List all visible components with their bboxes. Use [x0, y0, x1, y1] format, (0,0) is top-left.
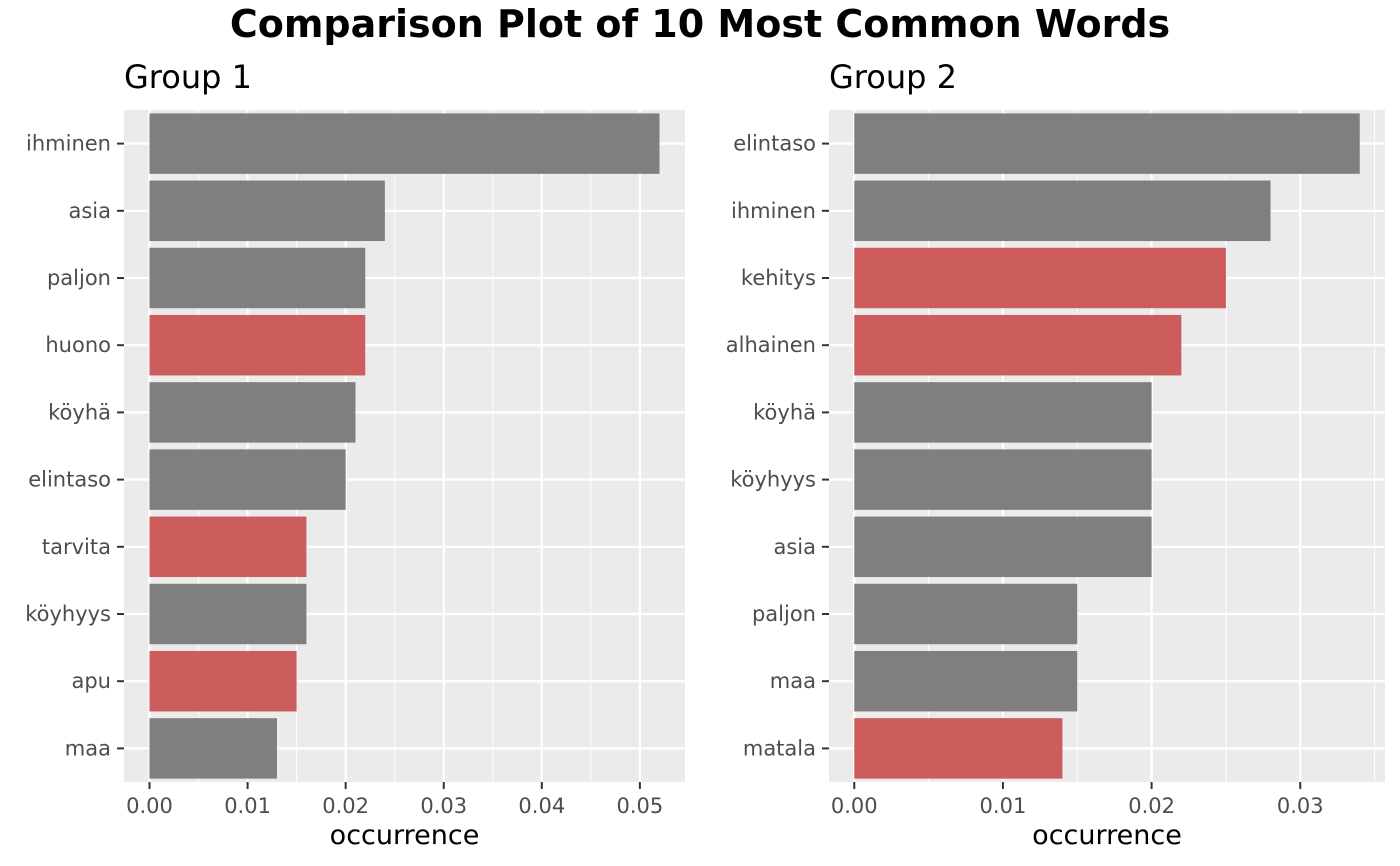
y-tick-label: asia	[773, 535, 816, 559]
y-tick-label: apu	[71, 669, 111, 693]
y-tick-label: köyhyys	[730, 468, 816, 492]
bar-köyhyys	[149, 583, 307, 645]
y-tick-label: huono	[45, 333, 111, 357]
y-tick-label: matala	[743, 736, 816, 760]
x-axis-title: occurrence	[330, 820, 480, 851]
bar-apu	[149, 650, 297, 712]
y-tick-label: paljon	[47, 266, 111, 290]
bar-huono	[149, 314, 366, 376]
y-tick-label: paljon	[752, 602, 816, 626]
panel-title: Group 1	[124, 58, 252, 96]
x-tick-label: 0.03	[420, 794, 467, 818]
y-tick-label: köyhyys	[25, 602, 111, 626]
bar-elintaso	[854, 113, 1360, 174]
y-tick-label: maa	[65, 736, 111, 760]
y-tick-label: alhainen	[726, 333, 816, 357]
bar-ihminen	[854, 180, 1271, 242]
y-tick-label: asia	[68, 199, 111, 223]
bar-alhainen	[854, 314, 1182, 376]
bar-asia	[854, 516, 1152, 578]
y-tick-label: maa	[770, 669, 816, 693]
bar-paljon	[854, 583, 1078, 645]
x-tick-label: 0.02	[322, 794, 369, 818]
panel-group-2: elintaso ihminen kehitys alhainen köyhä köyhy…	[726, 58, 1385, 851]
y-tick-label: ihminen	[731, 199, 816, 223]
y-tick-label: köyhä	[753, 400, 816, 424]
panel-title: Group 2	[829, 58, 957, 96]
y-tick-label: kehitys	[741, 266, 816, 290]
y-tick-label: elintaso	[733, 132, 816, 156]
x-tick-label: 0.04	[518, 794, 565, 818]
panel-group-1: ihminen asia paljon huono köyhä elintaso tarvi…	[25, 58, 685, 851]
x-tick-label: 0.00	[831, 794, 878, 818]
x-tick-label: 0.00	[126, 794, 173, 818]
bar-kehitys	[854, 247, 1226, 309]
bar-maa	[854, 650, 1078, 712]
x-tick-label: 0.02	[1128, 794, 1175, 818]
bar-elintaso	[149, 449, 346, 510]
y-tick-label: ihminen	[26, 132, 111, 156]
bar-ihminen	[149, 113, 660, 174]
x-tick-label: 0.05	[617, 794, 664, 818]
bar-köyhä	[854, 382, 1152, 443]
bar-köyhyys	[854, 449, 1152, 510]
x-axis-title: occurrence	[1032, 820, 1182, 851]
x-tick-label: 0.01	[224, 794, 271, 818]
y-tick-label: tarvita	[42, 535, 111, 559]
bar-köyhä	[149, 382, 356, 443]
chart-title: Comparison Plot of 10 Most Common Words	[229, 2, 1171, 46]
bar-asia	[149, 180, 385, 242]
bar-matala	[854, 718, 1063, 779]
y-tick-label: elintaso	[28, 468, 111, 492]
x-tick-label: 0.01	[980, 794, 1027, 818]
bar-maa	[149, 718, 277, 779]
x-tick-label: 0.03	[1277, 794, 1324, 818]
bar-tarvita	[149, 516, 307, 578]
bar-paljon	[149, 247, 366, 309]
y-tick-label: köyhä	[48, 400, 111, 424]
